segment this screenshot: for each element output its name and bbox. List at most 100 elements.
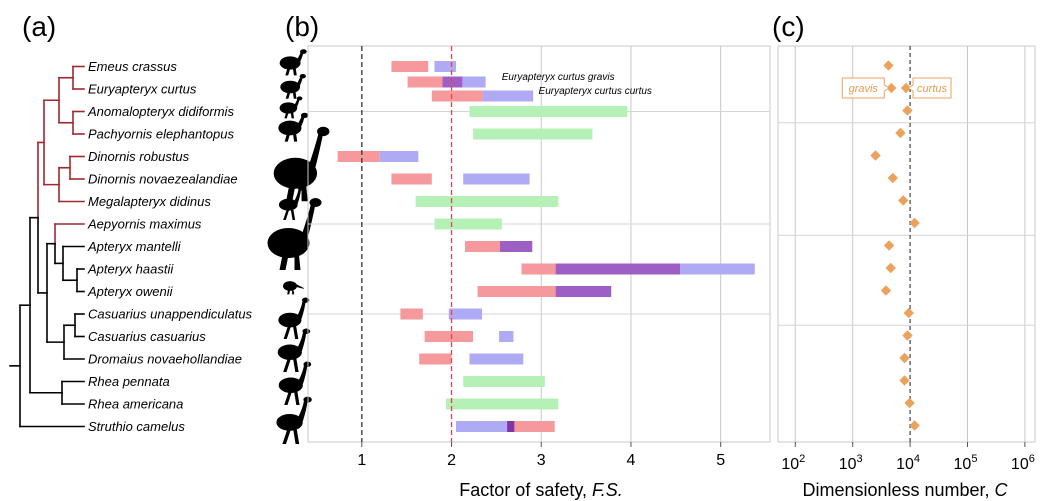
panel-c-point — [899, 375, 910, 386]
fs-range-bar — [521, 263, 556, 275]
bird-silhouette-icon — [278, 297, 310, 339]
fs-range-bar — [477, 286, 556, 297]
panel-c-point — [870, 150, 881, 161]
panel-c-gridlines — [778, 46, 1035, 442]
panel-b-tick-label: 1 — [357, 452, 366, 469]
panel-c-point — [909, 420, 920, 431]
fs-range-bar — [391, 61, 429, 72]
bird-silhouette-icon — [278, 361, 312, 405]
species-label: Aepyornis maximus — [87, 217, 202, 232]
fs-range-bar — [337, 151, 380, 162]
panel-b-tick-label: 5 — [716, 452, 725, 469]
panel-c-point — [886, 82, 897, 94]
fs-range-bar — [400, 308, 423, 320]
callout-label: gravis — [849, 83, 879, 95]
panel-b-annotations: Euryapteryx curtus gravis Euryapteryx cur… — [502, 72, 652, 97]
species-label: Struthio camelus — [88, 419, 185, 434]
panel-c-point — [898, 195, 909, 206]
panel-b-x-axis-label: Factor of safety, F.S. — [459, 480, 622, 500]
fs-range-bar — [456, 421, 515, 432]
panel-label-c: (c) — [772, 11, 805, 42]
bird-silhouette-icon — [273, 126, 330, 202]
fs-range-bar — [499, 331, 514, 342]
fs-range-bar — [434, 218, 502, 230]
callout-gravis: gravis — [841, 77, 891, 99]
fs-range-bar — [680, 263, 755, 275]
callout-box — [907, 77, 952, 99]
panel-b-reference-lines — [361, 46, 453, 442]
panel-b-tick-label: 4 — [626, 452, 635, 469]
panel-b-frame — [307, 45, 771, 443]
panel-c-point — [883, 240, 895, 251]
fs-range-bar — [463, 173, 530, 185]
fs-range-bar — [434, 61, 457, 72]
panel-label-a: (a) — [22, 11, 56, 42]
phylogeny-tree — [9, 65, 85, 428]
panel-b-bars — [337, 61, 755, 432]
species-label: Apteryx haastii — [87, 262, 174, 277]
panel-c-frame — [777, 45, 1036, 443]
bird-silhouette-icon — [276, 396, 312, 444]
panel-c-tick-label: 103 — [839, 453, 863, 473]
panel-c-point — [899, 352, 910, 364]
panel-b-x-ticks: 1 2 3 4 5 — [357, 442, 725, 469]
panel-b-tick-label: 2 — [447, 452, 456, 469]
fs-range-bar — [391, 173, 432, 185]
fs-range-bar — [442, 76, 463, 88]
panel-c-point — [887, 172, 899, 184]
fs-range-bar — [379, 151, 419, 162]
species-label: Rhea pennata — [88, 374, 170, 389]
panel-c-tick-label: 106 — [1011, 453, 1035, 473]
species-label: Anomalopteryx didiformis — [87, 104, 234, 119]
panel-c-point — [909, 217, 920, 229]
fs-range-bar — [469, 353, 524, 365]
bird-silhouettes — [267, 49, 330, 444]
fs-range-bar — [473, 128, 593, 140]
bird-silhouette-icon — [279, 49, 307, 76]
species-label: Casuarius unappendiculatus — [88, 307, 253, 322]
panel-c-point — [883, 60, 894, 71]
panel-c-point — [903, 307, 915, 319]
species-label: Emeus crassus — [88, 59, 177, 74]
panel-c-point — [902, 105, 913, 116]
species-label: Dinornis robustus — [88, 149, 190, 164]
fs-range-bar — [419, 353, 452, 365]
panel-c-tick-label: 105 — [954, 453, 978, 473]
callout-label: curtus — [917, 83, 947, 95]
fs-range-bar — [482, 90, 534, 102]
panel-c-point — [880, 285, 892, 296]
panel-b-annotation: Euryapteryx curtus curtus — [539, 86, 652, 97]
panel-c-point — [895, 127, 906, 139]
bird-silhouette-icon — [278, 186, 305, 220]
fs-range-bar — [446, 398, 559, 410]
species-label: Pachyornis elephantopus — [88, 127, 234, 142]
panel-c-x-ticks: 102 103 104 105 106 — [781, 442, 1035, 473]
panel-c-dimensionless-number: gravis curtus 102 103 104 105 106 Dimensionle… — [777, 45, 1036, 500]
bird-silhouette-icon — [278, 112, 309, 142]
species-label: Apteryx owenii — [87, 284, 174, 299]
species-label: Euryapteryx curtus — [88, 82, 197, 97]
fs-range-bar — [448, 308, 483, 320]
species-label: Dromaius novaehollandiae — [88, 352, 242, 367]
panel-c-x-axis-label: Dimensionless number, C — [802, 480, 1008, 500]
callout-box — [841, 77, 891, 99]
fs-range-bar — [469, 106, 628, 117]
bird-silhouette-icon — [267, 198, 322, 270]
species-label: Casuarius casuarius — [88, 329, 206, 344]
fs-range-bar — [464, 241, 500, 252]
fs-range-bar — [499, 241, 533, 252]
panel-c-point — [885, 262, 896, 274]
bird-silhouette-icon — [283, 281, 304, 295]
panel-c-point — [900, 82, 912, 94]
fs-range-bar — [507, 421, 515, 432]
callout-curtus: curtus — [907, 77, 952, 99]
species-label: Apteryx mantelli — [87, 239, 182, 254]
fs-range-bar — [463, 376, 545, 387]
panel-c-tick-label: 102 — [781, 453, 805, 473]
species-labels: Emeus crassus Euryapteryx curtus Anomalopt… — [87, 59, 253, 434]
panel-c-callouts: gravis curtus — [841, 77, 952, 99]
bird-silhouette-icon — [279, 96, 303, 119]
panel-c-points — [870, 60, 920, 431]
